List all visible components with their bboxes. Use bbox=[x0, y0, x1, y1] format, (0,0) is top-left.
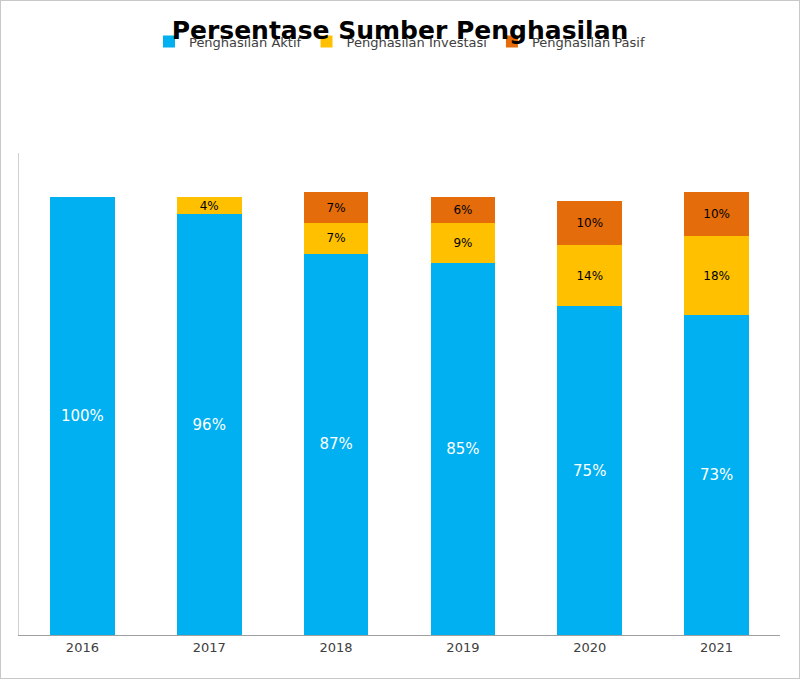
svg-text:7%: 7% bbox=[327, 231, 346, 245]
svg-text:75%: 75% bbox=[573, 462, 606, 480]
svg-text:14%: 14% bbox=[576, 269, 603, 283]
svg-text:73%: 73% bbox=[700, 466, 733, 484]
svg-text:Penghasilan Aktif: Penghasilan Aktif bbox=[189, 35, 302, 50]
svg-text:87%: 87% bbox=[319, 435, 352, 453]
svg-text:2021: 2021 bbox=[700, 640, 733, 655]
svg-text:10%: 10% bbox=[576, 216, 603, 230]
svg-text:7%: 7% bbox=[327, 201, 346, 215]
svg-text:2016: 2016 bbox=[66, 640, 99, 655]
svg-text:96%: 96% bbox=[193, 416, 226, 434]
svg-text:2017: 2017 bbox=[193, 640, 226, 655]
svg-text:9%: 9% bbox=[453, 236, 472, 250]
svg-text:Persentase Sumber Penghasilan: Persentase Sumber Penghasilan bbox=[172, 16, 629, 45]
svg-text:85%: 85% bbox=[446, 440, 479, 458]
svg-text:100%: 100% bbox=[61, 407, 104, 425]
svg-text:2018: 2018 bbox=[320, 640, 353, 655]
svg-text:2020: 2020 bbox=[573, 640, 606, 655]
svg-text:Penghasilan Pasif: Penghasilan Pasif bbox=[532, 35, 645, 50]
svg-text:Penghasilan Investasi: Penghasilan Investasi bbox=[347, 35, 487, 50]
svg-text:2019: 2019 bbox=[446, 640, 479, 655]
svg-text:4%: 4% bbox=[200, 199, 219, 213]
svg-text:10%: 10% bbox=[703, 207, 730, 221]
svg-text:6%: 6% bbox=[453, 203, 472, 217]
svg-text:18%: 18% bbox=[703, 269, 730, 283]
